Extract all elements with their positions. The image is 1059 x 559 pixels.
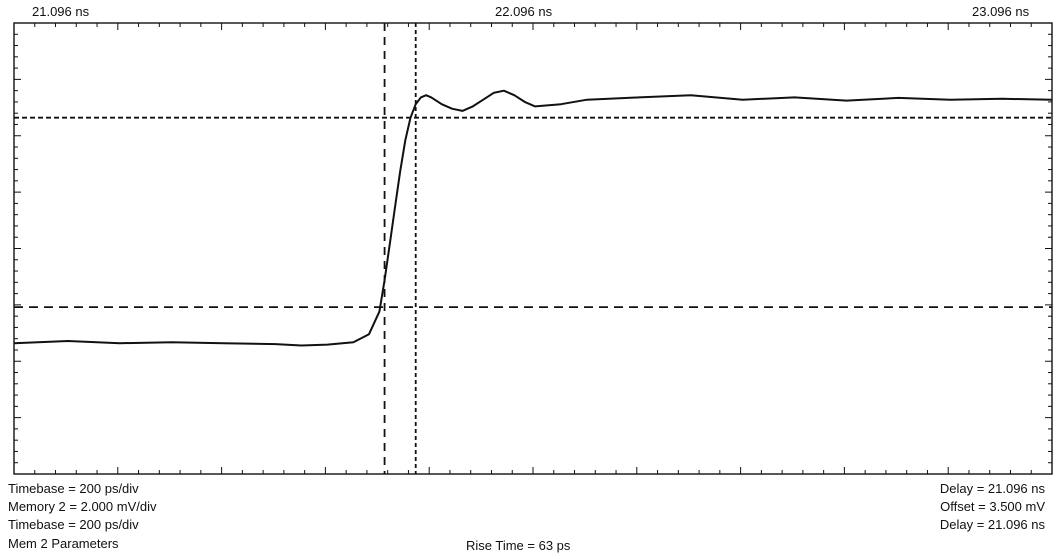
oscilloscope-chart [13, 22, 1053, 475]
timebase-label-1: Timebase = 200 ps/div [8, 481, 139, 496]
timebase-label-2: Timebase = 200 ps/div [8, 517, 139, 532]
time-label-left: 21.096 ns [32, 4, 90, 19]
parameters-label: Mem 2 Parameters [8, 536, 119, 551]
memory-scale-label: Memory 2 = 2.000 mV/div [8, 499, 157, 514]
plot-frame [13, 22, 1053, 475]
delay-label-1: Delay = 21.096 ns [939, 481, 1045, 496]
time-label-right: 23.096 ns [972, 4, 1030, 19]
waveform-trace [13, 89, 1053, 347]
delay-label-2: Delay = 21.096 ns [939, 517, 1045, 532]
offset-label: Offset = 3.500 mV [940, 499, 1045, 514]
time-label-center: 22.096 ns [495, 4, 553, 19]
rise-time-label: Rise Time = 63 ps [466, 538, 571, 553]
